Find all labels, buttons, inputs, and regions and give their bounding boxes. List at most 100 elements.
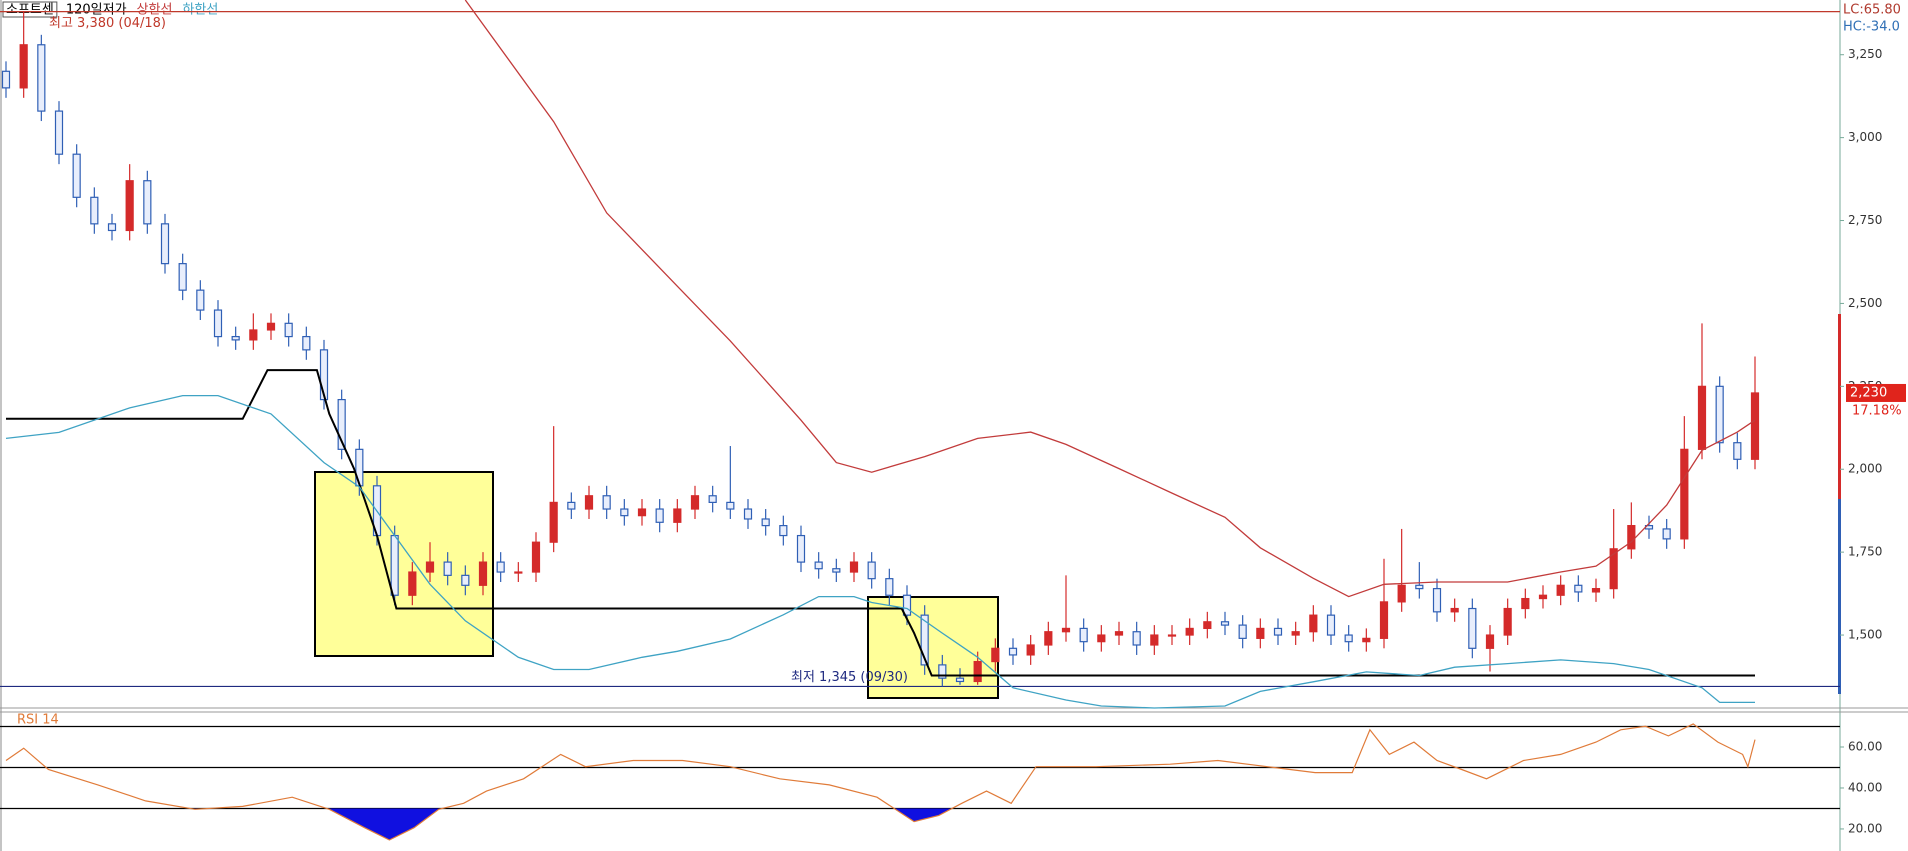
candle-body xyxy=(1238,624,1247,639)
candle-body xyxy=(1061,627,1071,633)
candle-body xyxy=(1379,601,1389,639)
candle-body xyxy=(1680,448,1689,540)
candle-body xyxy=(761,518,770,527)
candle-body xyxy=(514,571,523,574)
candle-body xyxy=(1627,525,1636,550)
range-bar xyxy=(1838,314,1841,499)
candle-body xyxy=(284,322,293,338)
name-box xyxy=(2,1,58,18)
candle-body xyxy=(1468,607,1477,649)
candle-body xyxy=(655,508,664,523)
line-series xyxy=(464,0,1756,598)
candle-body xyxy=(319,349,329,401)
candle-body xyxy=(1574,584,1583,593)
candle-body xyxy=(1097,634,1106,643)
hc-label: HC:-34.0 xyxy=(1843,20,1900,35)
candle-body xyxy=(1697,385,1707,450)
candle-body xyxy=(902,594,912,616)
candle-body xyxy=(938,664,947,679)
y-tick-label: 1,500 xyxy=(1848,628,1882,642)
candle-body xyxy=(1167,634,1177,637)
candle-body xyxy=(620,508,629,517)
candle-body xyxy=(991,647,1000,663)
candle-body xyxy=(690,495,700,510)
candle-body xyxy=(1008,647,1018,656)
candle-body xyxy=(54,110,64,155)
line-layer xyxy=(1,11,1760,687)
candle-body xyxy=(1432,588,1442,613)
legend-entry: 하한선 xyxy=(182,3,218,18)
candle-body xyxy=(885,578,894,596)
candle-body xyxy=(143,180,152,225)
candle-body xyxy=(1715,385,1724,444)
candle-body xyxy=(1362,637,1371,643)
stock-name: 소프트센 xyxy=(6,3,54,18)
candle-body xyxy=(1450,607,1459,613)
candle-body xyxy=(973,660,982,683)
candle-body xyxy=(1521,597,1530,610)
candle-body xyxy=(584,495,594,510)
candle-body xyxy=(1556,584,1565,596)
candle-body xyxy=(355,448,364,487)
candle-body xyxy=(1503,607,1512,636)
candle-body xyxy=(1733,442,1742,460)
candle-body xyxy=(19,44,28,89)
candle-body xyxy=(1044,631,1053,646)
candle-body xyxy=(231,335,240,341)
candle-body xyxy=(1538,594,1548,600)
y-tick-label: 1,750 xyxy=(1848,545,1882,559)
candle-body xyxy=(531,541,541,573)
last-price-tag xyxy=(1846,383,1906,402)
y-tick-label: 3,000 xyxy=(1848,130,1882,144)
change-label: 17.18% xyxy=(1852,403,1902,418)
rsi-title: RSI 14 xyxy=(17,713,59,728)
candle-body xyxy=(1026,644,1035,656)
candle-body xyxy=(213,309,223,338)
candle-body xyxy=(1415,584,1424,590)
candle-body xyxy=(867,561,876,580)
candle-body xyxy=(461,574,470,586)
candle-body xyxy=(443,561,452,576)
y-tick-label: 60.00 xyxy=(1848,740,1882,754)
candle-body xyxy=(1309,614,1318,633)
legend-entry: 상한선 xyxy=(137,3,173,18)
candle-body xyxy=(1273,627,1283,636)
candle-body xyxy=(1220,621,1230,626)
candle-body xyxy=(1132,631,1141,646)
candle-body xyxy=(1750,392,1760,460)
candle-body xyxy=(673,508,682,523)
candle-body xyxy=(726,501,735,510)
legend: 소프트센 120일저가 상한선 하한선 xyxy=(2,1,218,18)
high-annotation: 최고 3,380 (04/18) xyxy=(49,16,166,31)
candle-body xyxy=(1344,634,1353,643)
candle-body xyxy=(1609,548,1618,590)
candle-body xyxy=(90,196,99,225)
candle-body xyxy=(1256,627,1265,639)
candle-body xyxy=(1,70,11,89)
candle-body xyxy=(196,289,205,311)
range-bar xyxy=(1838,499,1841,694)
candle-body xyxy=(266,322,276,331)
candle-body xyxy=(178,263,187,291)
candle-body xyxy=(72,153,81,198)
candle-body xyxy=(390,534,399,596)
candle-body xyxy=(125,180,134,232)
candle-body xyxy=(107,223,117,232)
lc-label: LC:65.80 xyxy=(1843,3,1901,18)
candle-body xyxy=(1203,621,1212,630)
candle-body xyxy=(1485,634,1495,649)
candle-body xyxy=(1662,528,1671,540)
candle-body xyxy=(567,501,576,510)
candle-body xyxy=(1079,627,1088,643)
candle-body xyxy=(955,677,965,683)
candle-body xyxy=(425,561,435,573)
candle-body xyxy=(1185,627,1194,636)
candle-body xyxy=(1397,584,1406,603)
low-annotation: 최저 1,345 (09/30) xyxy=(791,670,908,685)
y-tick-label: 2,750 xyxy=(1848,213,1882,227)
candle-body xyxy=(337,398,346,450)
last-price-label: 2,230 xyxy=(1850,385,1887,400)
candle-body xyxy=(1326,614,1336,636)
y-tick-label: 40.00 xyxy=(1848,780,1882,794)
